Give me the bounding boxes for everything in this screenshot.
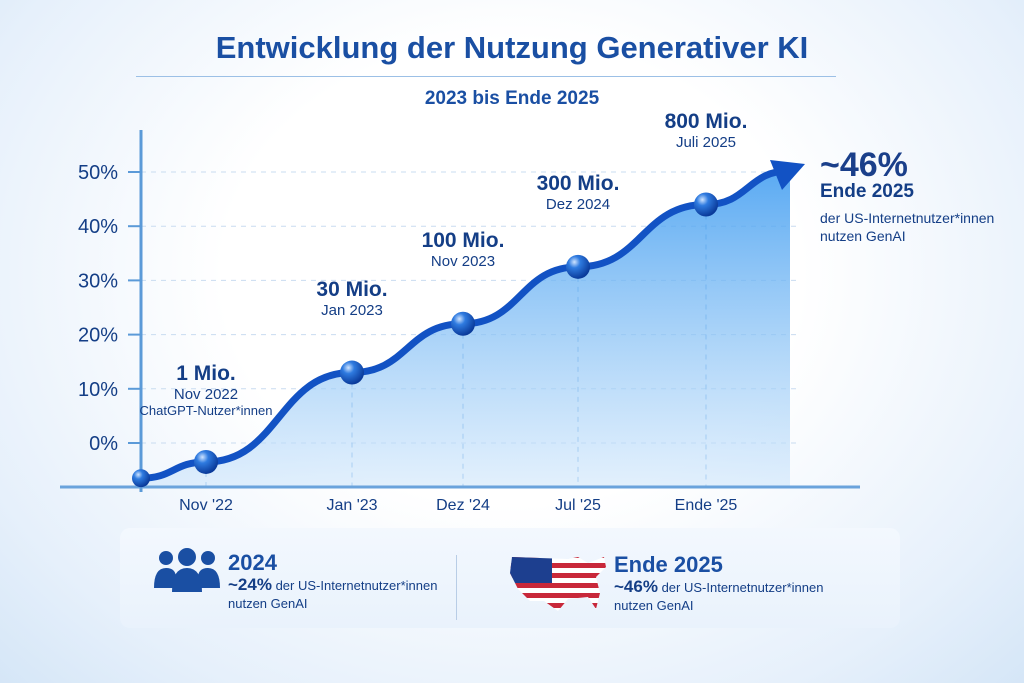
data-point xyxy=(694,192,718,217)
y-tick-label: 20% xyxy=(78,325,118,347)
end-text-1: der US-Internetnutzer*innen xyxy=(820,210,995,226)
y-tick-label: 0% xyxy=(89,433,118,455)
x-tick-label: Dez '24 xyxy=(436,497,490,514)
stat-ende-2025: Ende 2025 ~46% der US-Internetnutzer*inn… xyxy=(614,552,823,615)
annotation-date: Dez 2024 xyxy=(545,195,611,213)
data-point xyxy=(132,469,150,488)
end-callout: ~46% Ende 2025 der US-Internetnutzer*inn… xyxy=(820,146,994,245)
data-point xyxy=(340,360,364,385)
stat-text-2: nutzen GenAI xyxy=(228,596,308,611)
point-annotation: 30 Mio. Jan 2023 xyxy=(316,278,387,319)
x-tick-label: Ende '25 xyxy=(675,497,738,514)
annotation-value: 1 Mio. xyxy=(176,361,236,385)
chart-subtitle: 2023 bis Ende 2025 xyxy=(424,88,600,109)
annotation-date: Juli 2025 xyxy=(675,133,737,151)
point-annotation: 800 Mio. Juli 2025 xyxy=(665,110,748,151)
end-year: Ende 2025 xyxy=(820,181,914,202)
annotation-value: 100 Mio. xyxy=(421,228,505,252)
y-tick-label: 30% xyxy=(78,270,118,292)
x-tick-label: Jan '23 xyxy=(326,497,377,514)
end-value: ~46% xyxy=(820,146,908,184)
end-text-2: nutzen GenAI xyxy=(820,228,906,244)
stat-2024: 2024 ~24% der US-Internetnutzer*innen nut… xyxy=(228,550,437,613)
stats-panel xyxy=(120,528,900,628)
annotation-value: 300 Mio. xyxy=(536,171,620,195)
stat-value: ~46% xyxy=(614,577,658,596)
people-icon xyxy=(154,548,220,592)
stat-text: der US-Internetnutzer*innen xyxy=(275,578,438,593)
arrow-head-icon xyxy=(770,160,805,190)
annotation-date: Jan 2023 xyxy=(321,301,383,319)
annotation-note: ChatGPT-Nutzer*innen xyxy=(139,402,273,418)
annotation-date: Nov 2023 xyxy=(430,252,496,270)
stat-text: der US-Internetnutzer*innen xyxy=(661,580,824,595)
y-tick-label: 40% xyxy=(78,216,118,238)
y-tick-label: 10% xyxy=(78,379,118,401)
data-point xyxy=(451,311,475,336)
stat-heading: 2024 xyxy=(228,550,277,575)
stat-value: ~24% xyxy=(228,575,272,594)
data-point xyxy=(194,449,218,474)
point-annotation: 100 Mio. Nov 2023 xyxy=(422,229,505,270)
stat-heading: Ende 2025 xyxy=(614,552,723,577)
stat-text-2: nutzen GenAI xyxy=(614,598,694,613)
annotation-date: Nov 2022 xyxy=(173,385,239,403)
annotation-value: 800 Mio. xyxy=(664,109,748,133)
point-annotation: 300 Mio. Dez 2024 xyxy=(537,172,620,213)
data-point xyxy=(566,254,590,279)
stats-divider xyxy=(456,555,457,620)
annotation-value: 30 Mio. xyxy=(316,277,388,301)
y-tick-label: 50% xyxy=(78,162,118,184)
x-tick-label: Nov '22 xyxy=(179,497,233,514)
chart-title: Entwicklung der Nutzung Generativer KI xyxy=(215,30,809,65)
point-annotation: 1 Mio. Nov 2022 ChatGPT-Nutzer*innen xyxy=(140,362,273,418)
us-flag-map-icon xyxy=(510,557,606,611)
title-divider xyxy=(136,76,836,77)
x-tick-label: Jul '25 xyxy=(555,497,601,514)
